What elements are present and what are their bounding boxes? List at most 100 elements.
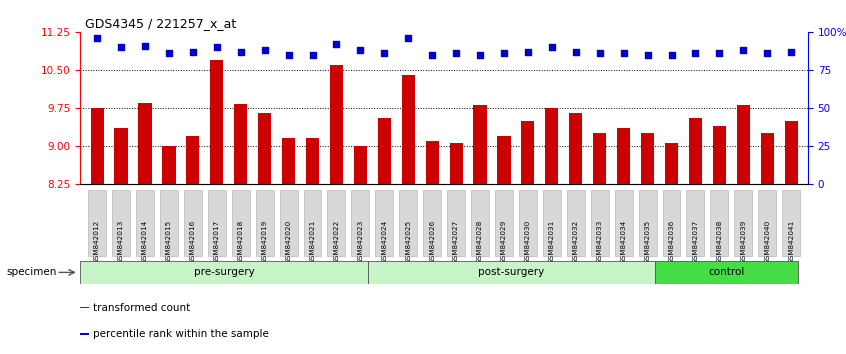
Bar <box>377 118 391 184</box>
Bar <box>521 121 535 184</box>
Bar <box>186 136 200 184</box>
Text: GDS4345 / 221257_x_at: GDS4345 / 221257_x_at <box>85 17 236 29</box>
Text: GSM842034: GSM842034 <box>621 219 627 263</box>
Point <box>617 50 630 56</box>
Point <box>305 52 319 57</box>
FancyBboxPatch shape <box>543 190 561 256</box>
FancyBboxPatch shape <box>136 190 154 256</box>
Text: GSM842018: GSM842018 <box>238 219 244 263</box>
FancyBboxPatch shape <box>376 190 393 256</box>
FancyBboxPatch shape <box>304 190 321 256</box>
Text: GSM842021: GSM842021 <box>310 219 316 263</box>
Text: GSM842028: GSM842028 <box>477 219 483 263</box>
Point <box>186 49 200 55</box>
Point <box>761 50 774 56</box>
FancyBboxPatch shape <box>519 190 537 256</box>
Text: percentile rank within the sample: percentile rank within the sample <box>93 329 269 339</box>
Text: GSM842015: GSM842015 <box>166 219 172 263</box>
Point <box>402 35 415 41</box>
FancyBboxPatch shape <box>615 190 633 256</box>
Point <box>473 52 486 57</box>
Text: GSM842037: GSM842037 <box>692 219 699 263</box>
FancyBboxPatch shape <box>367 261 655 284</box>
Bar <box>737 105 750 184</box>
Text: GSM842025: GSM842025 <box>405 219 411 263</box>
Bar <box>497 136 511 184</box>
Point <box>210 44 223 50</box>
Point <box>449 50 463 56</box>
FancyBboxPatch shape <box>567 190 585 256</box>
Point <box>91 35 104 41</box>
FancyBboxPatch shape <box>662 190 680 256</box>
Text: GSM842024: GSM842024 <box>382 219 387 263</box>
Bar <box>426 141 439 184</box>
Text: post-surgery: post-surgery <box>478 267 544 278</box>
Point <box>330 41 343 47</box>
Bar <box>665 143 678 184</box>
FancyBboxPatch shape <box>351 190 370 256</box>
FancyBboxPatch shape <box>208 190 226 256</box>
Text: GSM842040: GSM842040 <box>764 219 770 263</box>
FancyBboxPatch shape <box>686 190 705 256</box>
Text: transformed count: transformed count <box>93 303 190 313</box>
Text: GSM842032: GSM842032 <box>573 219 579 263</box>
Bar <box>354 146 367 184</box>
Point <box>784 49 798 55</box>
Bar <box>689 118 702 184</box>
Point <box>234 49 248 55</box>
FancyBboxPatch shape <box>639 190 656 256</box>
Text: GSM842029: GSM842029 <box>501 219 507 263</box>
Text: GSM842013: GSM842013 <box>118 219 124 263</box>
Text: pre-surgery: pre-surgery <box>194 267 255 278</box>
Text: GSM842030: GSM842030 <box>525 219 531 263</box>
FancyBboxPatch shape <box>711 190 728 256</box>
FancyBboxPatch shape <box>280 190 298 256</box>
Point <box>712 50 726 56</box>
Bar <box>80 333 89 335</box>
Text: GSM842019: GSM842019 <box>261 219 267 263</box>
Point <box>377 50 391 56</box>
Bar <box>474 105 486 184</box>
FancyBboxPatch shape <box>112 190 130 256</box>
Point <box>258 47 272 53</box>
Text: GSM842020: GSM842020 <box>286 219 292 263</box>
Bar <box>546 108 558 184</box>
FancyBboxPatch shape <box>471 190 489 256</box>
Point <box>640 52 654 57</box>
Bar <box>258 113 272 184</box>
FancyBboxPatch shape <box>399 190 417 256</box>
FancyBboxPatch shape <box>495 190 513 256</box>
Point <box>569 49 583 55</box>
Text: control: control <box>708 267 744 278</box>
Text: GSM842038: GSM842038 <box>717 219 722 263</box>
Text: GSM842036: GSM842036 <box>668 219 674 263</box>
Point <box>282 52 295 57</box>
FancyBboxPatch shape <box>448 190 465 256</box>
Bar <box>234 104 247 184</box>
Bar <box>80 307 89 308</box>
Point <box>521 49 535 55</box>
Bar <box>593 133 607 184</box>
FancyBboxPatch shape <box>80 261 367 284</box>
Bar <box>210 60 223 184</box>
Text: GSM842033: GSM842033 <box>596 219 602 263</box>
FancyBboxPatch shape <box>591 190 608 256</box>
Bar <box>449 143 463 184</box>
FancyBboxPatch shape <box>734 190 752 256</box>
Text: GSM842027: GSM842027 <box>453 219 459 263</box>
FancyBboxPatch shape <box>160 190 178 256</box>
FancyBboxPatch shape <box>255 190 273 256</box>
FancyBboxPatch shape <box>184 190 202 256</box>
Point <box>593 50 607 56</box>
Bar <box>713 126 726 184</box>
Point <box>689 50 702 56</box>
Point <box>665 52 678 57</box>
FancyBboxPatch shape <box>423 190 441 256</box>
Point <box>545 44 558 50</box>
Text: GSM842012: GSM842012 <box>94 219 100 263</box>
Text: GSM842035: GSM842035 <box>645 219 651 263</box>
Bar <box>402 75 415 184</box>
Point <box>354 47 367 53</box>
Bar <box>641 133 654 184</box>
Bar <box>139 103 151 184</box>
